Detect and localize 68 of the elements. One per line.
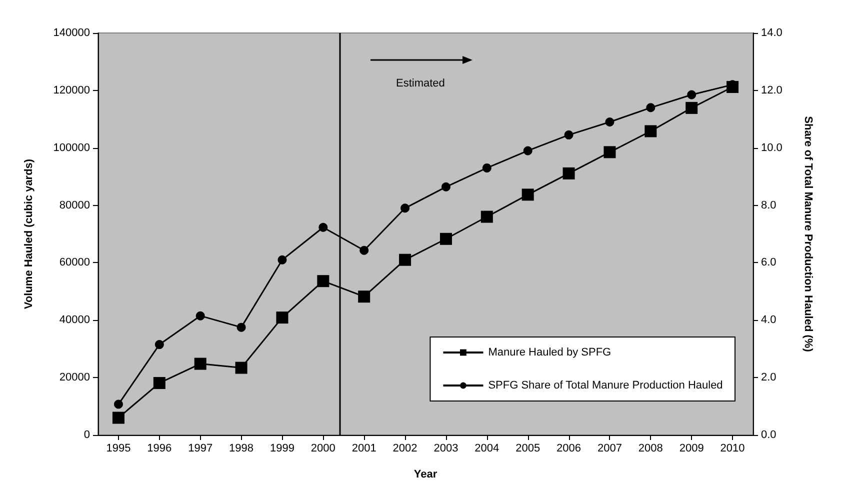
x-tick-label: 1998 <box>229 442 254 454</box>
point <box>523 146 532 156</box>
point <box>317 275 330 288</box>
point <box>278 255 287 264</box>
y2-tick-label: 4.0 <box>761 314 776 326</box>
annotation: Estimated <box>396 78 445 90</box>
y2-tick-label: 12.0 <box>761 84 782 96</box>
point <box>318 222 328 232</box>
point <box>400 204 410 213</box>
point <box>562 167 575 180</box>
legend-label: Manure Hauled by SPFG <box>488 346 612 358</box>
y2-tick-label: 14.0 <box>761 27 782 39</box>
x-tick-label: 2003 <box>434 442 458 454</box>
x-tick-label: 2009 <box>679 442 704 454</box>
point <box>112 412 124 424</box>
y-tick-label: 20000 <box>59 372 90 384</box>
point <box>564 130 574 140</box>
y-tick-label: 60000 <box>59 256 90 269</box>
point <box>399 254 412 266</box>
x-tick-label: 2004 <box>474 442 500 454</box>
point <box>235 362 248 374</box>
point <box>114 400 123 409</box>
x-tick-label: 2000 <box>310 442 336 454</box>
y2-tick-label: 2.0 <box>761 372 776 384</box>
point <box>605 118 614 127</box>
x-tick-label: 2001 <box>352 442 376 454</box>
x-tick-label: 1995 <box>106 442 131 454</box>
x-tick-label: 2007 <box>597 442 622 454</box>
point <box>153 377 166 390</box>
point <box>441 182 450 192</box>
point <box>686 102 698 114</box>
y-tick-label: 140000 <box>53 27 90 39</box>
y2-tick-label: 6.0 <box>761 256 776 269</box>
point <box>194 358 206 370</box>
y2-tick-label: 10.0 <box>761 142 782 154</box>
point <box>236 322 246 332</box>
x-tick-label: 2010 <box>720 442 745 454</box>
point <box>276 312 288 324</box>
y-tick-label: 80000 <box>59 199 90 212</box>
y2-tick-label: 0.0 <box>761 429 776 441</box>
x-axis-title: Year <box>414 468 438 480</box>
y2-tick-label: 8.0 <box>761 199 776 212</box>
x-tick-label: 2002 <box>392 442 418 454</box>
point <box>482 163 492 172</box>
x-tick-label: 2005 <box>516 442 540 454</box>
y-tick-label: 40000 <box>59 314 90 326</box>
point <box>646 103 656 112</box>
y2-axis-title: Share of Total Manure Production Hauled (%) <box>802 116 814 352</box>
y-tick-label: 0 <box>84 429 90 441</box>
y-axis-title: Volume Hauled (cubic yards) <box>23 158 35 310</box>
point <box>440 232 452 245</box>
point <box>644 125 657 138</box>
y-tick-label: 120000 <box>53 84 90 96</box>
point <box>360 246 369 255</box>
point <box>687 90 696 100</box>
legend-label: SPFG Share of Total Manure Production Hauled <box>488 380 723 392</box>
point <box>480 210 493 223</box>
y-tick-label: 100000 <box>53 142 90 154</box>
x-tick-label: 1996 <box>147 442 172 454</box>
x-tick-label: 2008 <box>638 442 663 454</box>
point <box>358 290 370 303</box>
point <box>196 311 205 320</box>
point <box>154 340 164 350</box>
x-tick-label: 1999 <box>270 442 294 454</box>
x-tick-label: 1997 <box>188 442 213 454</box>
point <box>604 146 616 158</box>
point <box>522 188 534 201</box>
x-tick-label: 2006 <box>556 442 582 454</box>
